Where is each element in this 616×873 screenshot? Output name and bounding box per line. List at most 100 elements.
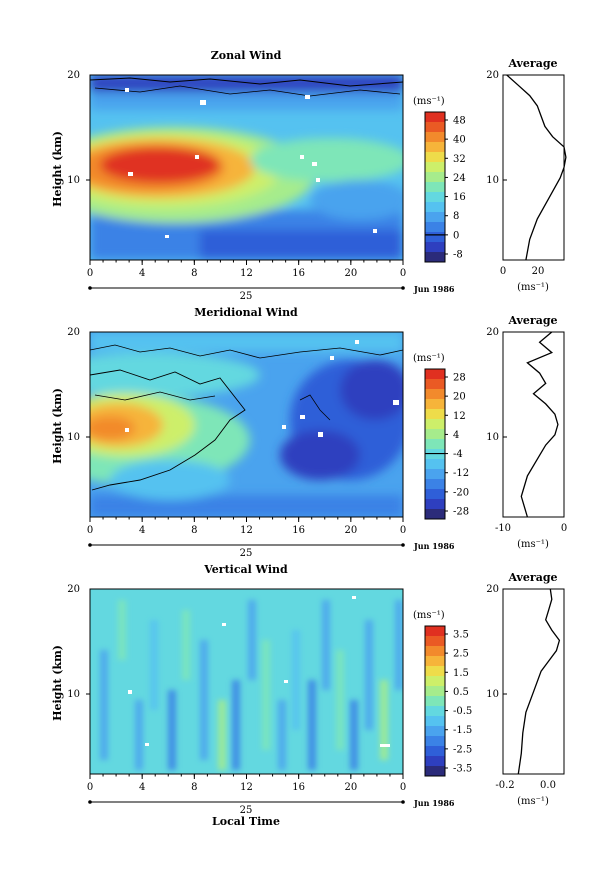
avg-x-unit: (ms⁻¹) [517,796,549,807]
colorbar-swatch [425,192,445,203]
date-label: Jun 1986 [413,284,455,294]
colorbar-swatch [425,242,445,253]
colorbar-swatch [425,499,445,510]
colorbar-label: 40 [453,135,466,146]
panel-meridional-wind: Meridional Wind [51,306,567,559]
y-tick: 10 [67,175,80,186]
colorbar-swatch [425,182,445,193]
colorbar-swatch [425,509,445,520]
panel-title: Meridional Wind [194,306,298,319]
colorbar-label: -12 [453,468,469,479]
colorbar: 48 40 32 24 16 8 0 -8 [424,111,466,263]
avg-x-unit: (ms⁻¹) [517,539,549,550]
colorbar-label: -1.5 [453,725,472,736]
colorbar-swatch [425,459,445,470]
colorbar-swatch [425,766,445,777]
colorbar-swatch [425,656,445,667]
colorbar-label: -20 [453,487,469,498]
colorbar-label: 4 [453,430,459,441]
colorbar-swatch [425,736,445,747]
colorbar-swatch [425,746,445,757]
avg-profile-line [517,588,561,775]
date-tick: 25 [240,805,253,816]
x-tick-label: 8 [191,782,197,793]
x-tick-label: 16 [292,782,305,793]
colorbar-swatch [425,152,445,163]
x-tick-label: 0 [400,268,406,279]
colorbar-frame [424,111,446,263]
date-axis: 25 Jun 1986 [88,541,455,559]
colorbar-swatch [425,172,445,183]
avg-x-tick: 0 [500,266,506,277]
texture-streak [336,650,344,750]
x-tick-label: 12 [240,268,253,279]
texture-streak [135,700,143,770]
colorbar-swatch [425,439,445,450]
x-tick-label: 4 [139,268,145,279]
avg-y-tick: 20 [486,327,499,338]
texture-streak [232,680,240,770]
colorbar-label: -3.5 [453,764,472,775]
x-axis: 0 4 8 12 16 20 0 [87,260,406,279]
colorbar-swatch [425,469,445,480]
x-tick-label: 0 [87,268,93,279]
avg-x-tick: 20 [532,266,545,277]
x-tick-label: 20 [344,782,357,793]
colorbar-label: 1.5 [453,668,469,679]
x-tick-label: 16 [292,268,305,279]
colorbar-swatch [425,419,445,430]
colorbar-label: 8 [453,211,459,222]
date-label: Jun 1986 [413,541,455,551]
texture-streak [168,690,176,770]
colorbar-swatch [425,222,445,233]
avg-y-tick: 10 [486,175,499,186]
colorbar-swatch [425,132,445,143]
y-axis-label: Height (km) [51,131,64,207]
x-tick-label: 12 [240,782,253,793]
x-tick-label: 0 [87,525,93,536]
x-tick-label: 4 [139,782,145,793]
colorbar-unit: (ms⁻¹) [413,610,445,621]
colorbar-swatch [425,756,445,767]
y-tick: 20 [67,584,80,595]
date-tick: 25 [240,291,253,302]
colorbar-swatch [425,706,445,717]
panel-vertical-wind: Vertical Wind 0 4 8 12 16 20 0 25 Jun 1986 Loc… [51,563,565,828]
x-axis: 0 4 8 12 16 20 0 [87,774,406,793]
panel-zonal-wind: Zonal Wind [51,49,567,302]
colorbar-swatch [425,489,445,500]
average-profile: Average 20 10 -10 0 (ms⁻¹) [486,314,567,550]
colorbar-swatch [425,122,445,133]
avg-y-tick: 20 [486,584,499,595]
colorbar-frame [424,368,446,520]
colorbar-swatch [425,399,445,410]
colorbar-swatch [425,162,445,173]
colorbar-label: 20 [453,392,466,403]
texture-streak [278,700,286,770]
colorbar-label: 0.5 [453,687,469,698]
avg-y-tick: 10 [486,689,499,700]
y-axis-label: Height (km) [51,645,64,721]
colorbar: 28 20 12 4 -4 -12 -20 -28 [424,368,469,520]
colorbar-label: 12 [453,411,466,422]
texture-streak [150,620,158,710]
y-tick: 20 [67,70,80,81]
x-axis-label: Local Time [212,815,280,828]
x-tick-label: 20 [344,268,357,279]
panel-title: Vertical Wind [203,563,288,576]
colorbar-label: -28 [453,507,469,518]
texture-streak [365,620,373,730]
colorbar-swatch [425,369,445,380]
x-axis: 0 4 8 12 16 20 0 [87,517,406,536]
colorbar-swatch [425,676,445,687]
x-tick-label: 8 [191,268,197,279]
y-tick: 10 [67,689,80,700]
avg-profile-line [520,331,559,518]
x-tick-label: 4 [139,525,145,536]
x-tick-label: 0 [400,782,406,793]
colorbar-swatch [425,686,445,697]
colorbar-label: -8 [453,250,463,261]
colorbar-swatch [425,716,445,727]
colorbar-label: 48 [453,116,466,127]
date-tick: 25 [240,548,253,559]
